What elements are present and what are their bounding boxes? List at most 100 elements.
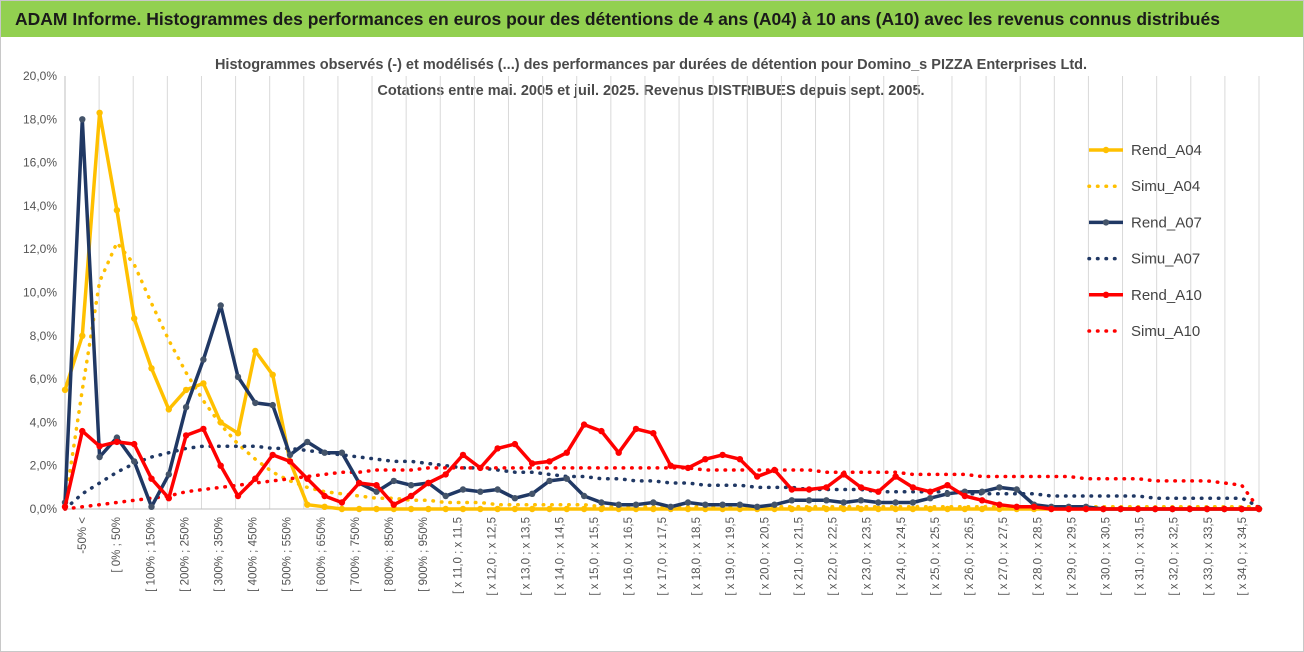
point-rend-a04 — [892, 505, 899, 513]
legend-marker-rend-a07 — [1102, 219, 1110, 226]
point-rend-a04 — [321, 503, 328, 510]
point-rend-a07 — [719, 501, 726, 508]
x-tick-label: [ 200% ; 250% — [179, 517, 191, 592]
x-tick-label: [ x 29,0 ; x 29,5 — [1066, 517, 1078, 596]
point-rend-a10 — [304, 475, 311, 482]
x-tick-label: [ x 25,0 ; x 25,5 — [930, 517, 942, 596]
point-rend-a10 — [944, 482, 951, 489]
point-rend-a10 — [892, 473, 899, 480]
point-rend-a10 — [373, 482, 380, 489]
point-rend-a10 — [719, 451, 726, 459]
point-rend-a07 — [615, 501, 622, 508]
point-rend-a04 — [684, 505, 692, 513]
y-tick-label: 8,0% — [30, 329, 58, 343]
point-rend-a10 — [771, 466, 778, 474]
x-tick-label: [ x 17,0 ; x 17,5 — [657, 517, 669, 596]
legend: Rend_A04 Simu_A04 Rend_A07 Simu_A07 Rend_A10… — [1087, 142, 1202, 340]
point-rend-a04 — [234, 430, 242, 437]
point-rend-a10 — [1152, 505, 1159, 513]
point-rend-a07 — [79, 116, 86, 123]
point-rend-a07 — [927, 495, 934, 502]
point-rend-a07 — [684, 499, 692, 506]
point-rend-a10 — [563, 449, 570, 456]
point-rend-a10 — [511, 440, 519, 448]
point-rend-a10 — [217, 462, 224, 469]
point-rend-a04 — [459, 505, 467, 513]
point-rend-a10 — [546, 458, 553, 465]
point-rend-a10 — [390, 501, 397, 508]
point-rend-a04 — [217, 419, 224, 426]
point-rend-a10 — [286, 458, 294, 465]
point-rend-a10 — [961, 492, 968, 500]
x-tick-label: [ 0% ; 50% — [111, 517, 123, 573]
point-rend-a04 — [598, 505, 605, 513]
y-axis-ticks: 0,0% 2,0% 4,0% 6,0% 8,0% 10,0% 12,0% 14,0% 16,0%… — [23, 69, 57, 516]
point-rend-a07 — [304, 438, 311, 446]
y-tick-label: 16,0% — [23, 156, 57, 170]
point-rend-a10 — [615, 449, 622, 456]
point-rend-a10 — [1013, 503, 1020, 510]
point-rend-a07 — [944, 490, 951, 497]
x-tick-label: [ 600% ; 650% — [316, 517, 328, 592]
y-tick-label: 2,0% — [30, 459, 58, 473]
point-rend-a07 — [754, 503, 761, 510]
point-rend-a10 — [356, 479, 363, 487]
point-rend-a07 — [667, 503, 674, 510]
point-rend-a10 — [650, 430, 657, 437]
chart-subtitle: Cotations entre mai. 2005 et juil. 2025.… — [377, 83, 924, 99]
x-tick-label: [ x 15,0 ; x 15,5 — [589, 517, 601, 596]
legend-label-rend-a04: Rend_A04 — [1131, 142, 1202, 159]
point-rend-a07 — [840, 499, 847, 506]
x-tick-label: [ x 22,0 ; x 22,5 — [828, 517, 840, 596]
x-tick-label: [ x 16,0 ; x 16,5 — [623, 517, 635, 596]
point-rend-a10 — [1238, 505, 1245, 513]
x-tick-label: [ 300% ; 350% — [214, 517, 226, 592]
point-rend-a04 — [494, 505, 501, 513]
series-lines — [61, 109, 1263, 513]
legend-label-rend-a07: Rend_A07 — [1131, 214, 1202, 231]
point-rend-a04 — [373, 505, 380, 513]
x-tick-label: [ x 21,0 ; x 21,5 — [793, 517, 805, 596]
x-tick-label: [ x 27,0 ; x 27,5 — [998, 517, 1010, 596]
x-tick-label: [ x 18,0 ; x 18,5 — [691, 517, 703, 596]
point-rend-a10 — [459, 451, 467, 459]
point-rend-a07 — [1013, 486, 1020, 493]
x-tick-label: [ x 30,0 ; x 30,5 — [1100, 517, 1112, 596]
point-rend-a10 — [269, 451, 276, 459]
point-rend-a10 — [442, 471, 449, 478]
point-rend-a04 — [927, 505, 934, 513]
point-rend-a07 — [546, 477, 553, 485]
y-tick-label: 18,0% — [23, 112, 57, 126]
point-rend-a10 — [529, 460, 536, 467]
point-rend-a04 — [511, 505, 519, 513]
y-tick-label: 12,0% — [23, 242, 57, 256]
point-rend-a07 — [857, 497, 865, 504]
point-rend-a04 — [182, 386, 190, 394]
point-rend-a07 — [269, 401, 276, 409]
point-rend-a10 — [667, 462, 674, 469]
point-rend-a07 — [563, 475, 570, 482]
point-rend-a04 — [944, 505, 951, 513]
point-rend-a07 — [511, 495, 519, 502]
x-tick-label: [ x 32,0 ; x 32,5 — [1169, 517, 1181, 596]
point-rend-a04 — [529, 505, 536, 513]
point-rend-a04 — [338, 505, 346, 513]
point-rend-a07 — [788, 497, 795, 504]
point-rend-a07 — [875, 499, 882, 506]
x-tick-label: [ x 26,0 ; x 26,5 — [964, 517, 976, 596]
point-rend-a07 — [702, 501, 709, 508]
point-rend-a07 — [529, 490, 536, 497]
point-rend-a07 — [598, 499, 605, 506]
x-tick-label: [ 100% ; 150% — [145, 517, 157, 592]
x-tick-label: [ x 20,0 ; x 20,5 — [759, 517, 771, 596]
point-rend-a04 — [546, 505, 553, 513]
point-rend-a04 — [113, 207, 121, 214]
point-rend-a07 — [252, 399, 259, 407]
point-rend-a10 — [1048, 505, 1055, 513]
x-tick-label: -50% < — [77, 517, 89, 554]
point-rend-a10 — [927, 488, 934, 495]
point-rend-a04 — [823, 505, 830, 513]
point-rend-a10 — [182, 432, 190, 439]
point-rend-a07 — [494, 486, 501, 493]
point-rend-a10 — [736, 456, 744, 463]
